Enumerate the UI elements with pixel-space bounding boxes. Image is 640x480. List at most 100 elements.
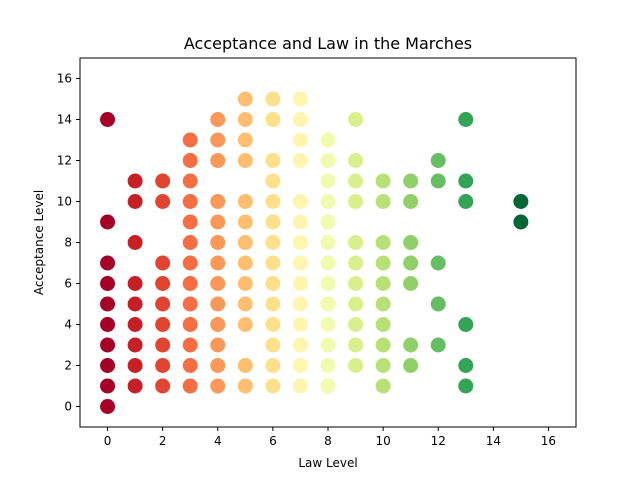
data-point — [320, 132, 336, 148]
data-point — [292, 132, 308, 148]
data-point — [127, 194, 143, 209]
y-tick-label: 14 — [57, 113, 72, 127]
data-point — [458, 112, 474, 127]
data-point — [100, 337, 116, 353]
data-point — [320, 358, 336, 373]
data-point — [320, 153, 336, 168]
data-point — [403, 173, 419, 189]
data-point — [210, 214, 226, 230]
data-point — [210, 255, 226, 271]
data-point — [210, 153, 226, 168]
data-point — [513, 214, 529, 230]
data-point — [210, 194, 226, 209]
data-point — [403, 276, 419, 291]
data-point — [237, 235, 253, 250]
data-point — [100, 112, 116, 127]
data-point — [430, 296, 446, 312]
data-point — [348, 112, 364, 127]
data-point — [127, 378, 143, 394]
data-point — [182, 235, 198, 250]
x-tick-label: 4 — [214, 434, 222, 448]
data-point — [182, 276, 198, 291]
data-point — [210, 337, 226, 353]
data-point — [265, 378, 281, 394]
data-point — [182, 296, 198, 312]
data-point — [375, 317, 391, 332]
data-point — [458, 358, 474, 373]
data-point — [237, 317, 253, 332]
data-point — [182, 132, 198, 148]
data-point — [292, 91, 308, 107]
y-tick-label: 16 — [57, 72, 72, 86]
data-point — [320, 173, 336, 189]
data-point — [265, 337, 281, 353]
data-point — [100, 358, 116, 373]
data-point — [155, 173, 171, 189]
data-point — [237, 255, 253, 271]
x-axis: 0 2 4 6 8 10 12 14 16 — [104, 427, 556, 448]
data-point — [210, 112, 226, 127]
data-point — [155, 296, 171, 312]
data-point — [375, 235, 391, 250]
data-point — [127, 296, 143, 312]
data-point — [348, 296, 364, 312]
data-point — [237, 91, 253, 107]
data-point — [375, 276, 391, 291]
y-tick-label: 0 — [64, 400, 72, 414]
data-point — [320, 378, 336, 394]
data-point — [292, 153, 308, 168]
data-point — [210, 317, 226, 332]
data-point — [237, 153, 253, 168]
data-point — [182, 358, 198, 373]
data-point — [348, 235, 364, 250]
data-point — [155, 378, 171, 394]
data-point — [292, 276, 308, 291]
y-axis: 0 2 4 6 8 10 12 14 16 — [57, 72, 80, 414]
data-point — [127, 337, 143, 353]
data-point — [182, 173, 198, 189]
data-point — [265, 358, 281, 373]
y-tick-label: 8 — [64, 236, 72, 250]
data-point — [210, 296, 226, 312]
data-point — [237, 132, 253, 148]
data-point — [182, 214, 198, 230]
data-point — [237, 378, 253, 394]
data-point — [320, 194, 336, 209]
data-point — [320, 296, 336, 312]
data-point — [265, 317, 281, 332]
data-point — [182, 378, 198, 394]
data-point — [182, 317, 198, 332]
data-point — [265, 296, 281, 312]
data-point — [403, 194, 419, 209]
data-point — [155, 255, 171, 271]
data-point — [348, 337, 364, 353]
data-point — [292, 317, 308, 332]
data-point — [182, 153, 198, 168]
data-point — [265, 153, 281, 168]
data-point — [182, 255, 198, 271]
data-point — [210, 276, 226, 291]
data-point — [348, 358, 364, 373]
x-tick-label: 10 — [375, 434, 390, 448]
data-point — [375, 255, 391, 271]
data-point — [320, 214, 336, 230]
data-point — [265, 112, 281, 127]
data-point — [265, 276, 281, 291]
chart-title: Acceptance and Law in the Marches — [184, 34, 472, 53]
data-point — [155, 317, 171, 332]
data-point — [320, 276, 336, 291]
x-tick-label: 6 — [269, 434, 277, 448]
points-layer — [100, 91, 529, 414]
data-point — [100, 399, 116, 414]
data-point — [127, 173, 143, 189]
data-point — [320, 255, 336, 271]
data-point — [265, 255, 281, 271]
x-tick-label: 12 — [431, 434, 446, 448]
y-tick-label: 12 — [57, 154, 72, 168]
data-point — [265, 214, 281, 230]
data-point — [237, 194, 253, 209]
data-point — [100, 255, 116, 271]
data-point — [430, 337, 446, 353]
data-point — [155, 358, 171, 373]
